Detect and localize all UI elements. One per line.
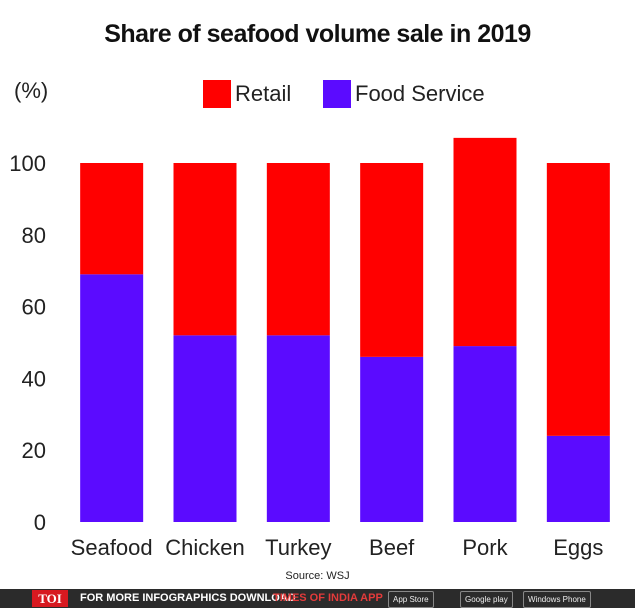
bar-beef-food-service (360, 356, 424, 522)
y-tick-80: 80 (22, 223, 46, 248)
windows-phone-badge[interactable]: Windows Phone (523, 591, 591, 608)
google-play-badge[interactable]: Google play (460, 591, 513, 608)
x-tick-chicken: Chicken (165, 535, 244, 560)
source-note: Source: WSJ (285, 570, 350, 582)
x-tick-turkey: Turkey (265, 535, 331, 560)
x-tick-beef: Beef (369, 535, 415, 560)
bar-pork-retail (453, 137, 517, 347)
y-tick-0: 0 (34, 510, 46, 535)
bar-pork-food-service (453, 346, 517, 522)
bar-turkey-food-service (266, 335, 330, 522)
y-tick-60: 60 (22, 295, 46, 320)
y-tick-40: 40 (22, 366, 46, 391)
chart-title: Share of seafood volume sale in 2019 (104, 20, 531, 48)
bar-seafood-retail (80, 163, 144, 275)
x-tick-seafood: Seafood (71, 535, 153, 560)
x-tick-eggs: Eggs (553, 535, 603, 560)
legend-swatch-food-service (323, 80, 351, 108)
footer-brand: TIMES OF INDIA APP (273, 592, 383, 604)
y-axis-unit: (%) (14, 78, 49, 103)
bar-eggs-retail (546, 163, 610, 436)
legend: Retail Food Service (0, 78, 635, 108)
bar-chicken-food-service (173, 335, 237, 522)
app-store-badge[interactable]: App Store (388, 591, 434, 608)
y-tick-20: 20 (22, 438, 46, 463)
y-tick-100: 100 (9, 151, 46, 176)
legend-label-food-service: Food Service (355, 81, 485, 106)
toi-logo: TOI (32, 590, 68, 607)
footer-banner: TOI FOR MORE INFOGRAPHICS DOWNLOAD TIMES… (0, 589, 635, 608)
bar-chicken-retail (173, 163, 237, 336)
x-tick-pork: Pork (462, 535, 508, 560)
legend-swatch-retail (203, 80, 231, 108)
footer-message: FOR MORE INFOGRAPHICS DOWNLOAD (80, 592, 296, 604)
legend-label-retail: Retail (235, 81, 292, 106)
bar-eggs-food-service (546, 435, 610, 522)
bar-seafood-food-service (80, 274, 144, 522)
bar-beef-retail (360, 163, 424, 357)
bar-turkey-retail (266, 163, 330, 336)
